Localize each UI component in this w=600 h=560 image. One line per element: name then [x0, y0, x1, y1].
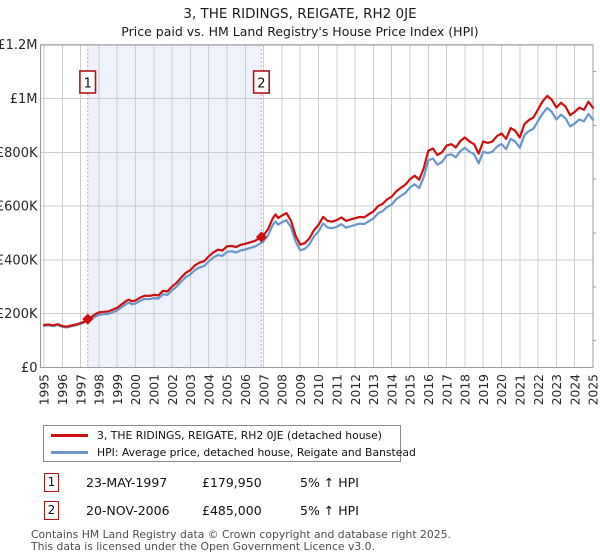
x-tick-label: 2005 — [221, 374, 235, 405]
sale-number-box-2 — [252, 70, 271, 94]
sale-vs-hpi-2: 5% ↑ HPI — [300, 503, 359, 518]
property-line-swatch — [51, 433, 88, 437]
price-history-chart: 1 2 £0 £200K £400K £600K £800K £1M £1.2M 1995 1996… — [0, 38, 600, 405]
x-tick-label: 2014 — [385, 374, 399, 405]
sale-marker-1 — [82, 313, 94, 325]
x-tick-label: 1996 — [56, 374, 70, 405]
x-tick-label: 1997 — [74, 374, 88, 405]
plot-border — [40, 44, 594, 369]
property-price-line — [42, 94, 595, 328]
page-title: 3, THE RIDINGS, REIGATE, RH2 0JE — [183, 6, 417, 22]
x-tick-label: 2000 — [129, 374, 143, 405]
x-tick-label: 2022 — [532, 374, 546, 405]
y-tick-label: £1M — [10, 92, 38, 107]
sale-price-2: £485,000 — [202, 503, 262, 518]
sale-marker-2 — [255, 231, 267, 243]
x-tick-label: 2001 — [148, 374, 162, 405]
legend-box: 3, THE RIDINGS, REIGATE, RH2 0JE (detach… — [43, 425, 416, 462]
x-tick-label: 2021 — [514, 374, 528, 405]
x-tick-label: 2017 — [440, 374, 454, 405]
x-tick-label: 2013 — [367, 374, 381, 405]
legend-item-property: 3, THE RIDINGS, REIGATE, RH2 0JE (detach… — [51, 429, 400, 442]
x-tick-label: 2015 — [404, 374, 418, 405]
sale-number-1: 1 — [84, 77, 92, 92]
x-tick-label: 2020 — [495, 374, 509, 405]
y-tick-label: £400K — [0, 253, 38, 268]
sale-row-1: 1 23-MAY-1997 £179,950 5% ↑ HPI — [44, 473, 564, 495]
sale-date-2: 20-NOV-2006 — [86, 503, 170, 518]
sale-number-2: 2 — [257, 77, 265, 92]
x-tick-label: 2003 — [184, 374, 198, 405]
x-tick-label: 2007 — [257, 374, 271, 405]
y-tick-label: £800K — [0, 146, 38, 161]
sale-number-badge-1: 1 — [44, 473, 59, 492]
x-tick-label: 2008 — [276, 374, 290, 405]
legend-item-hpi: HPI: Average price, detached house, Reig… — [51, 446, 416, 459]
x-tick-label: 1998 — [93, 374, 107, 405]
x-tick-label: 2002 — [166, 374, 180, 405]
sale-row-2: 2 20-NOV-2006 £485,000 5% ↑ HPI — [44, 501, 564, 523]
x-tick-label: 2012 — [349, 374, 363, 405]
x-tick-label: 2025 — [587, 374, 600, 405]
x-tick-label: 2011 — [331, 374, 345, 405]
x-tick-label: 2010 — [312, 374, 326, 405]
sale-number-box-1 — [79, 70, 97, 94]
sale-price-1: £179,950 — [202, 475, 262, 490]
sale-date-1: 23-MAY-1997 — [86, 475, 168, 490]
y-tick-label: £600K — [0, 200, 38, 215]
footer-line-1: Contains HM Land Registry data © Crown c… — [31, 528, 451, 541]
x-tick-label: 2024 — [568, 374, 582, 405]
x-tick-label: 2004 — [202, 374, 216, 405]
x-tick-label: 1995 — [38, 374, 52, 405]
x-tick-label: 2016 — [422, 374, 436, 405]
sale-vs-hpi-1: 5% ↑ HPI — [300, 475, 359, 490]
sale-number-badge-2: 2 — [44, 501, 59, 520]
hpi-line — [42, 106, 595, 329]
x-tick-label: 2009 — [294, 374, 308, 405]
footer-line-2: This data is licensed under the Open Gov… — [31, 539, 375, 553]
x-tick-label: 2023 — [550, 374, 564, 405]
hpi-line-swatch — [51, 450, 88, 454]
footer-copyright: Contains HM Land Registry data © Crown c… — [31, 529, 451, 552]
x-tick-label: 2006 — [239, 374, 253, 405]
x-tick-label: 2018 — [459, 374, 473, 405]
y-tick-label: £0 — [21, 361, 38, 376]
legend-label-hpi: HPI: Average price, detached house, Reig… — [97, 445, 416, 459]
x-tick-label: 2019 — [477, 374, 491, 405]
y-tick-label: £200K — [0, 307, 38, 322]
page-subtitle: Price paid vs. HM Land Registry's House … — [121, 24, 479, 39]
legend-label-property: 3, THE RIDINGS, REIGATE, RH2 0JE (detach… — [97, 428, 383, 442]
y-tick-label: £1.2M — [0, 38, 38, 53]
x-tick-label: 1999 — [111, 374, 125, 405]
